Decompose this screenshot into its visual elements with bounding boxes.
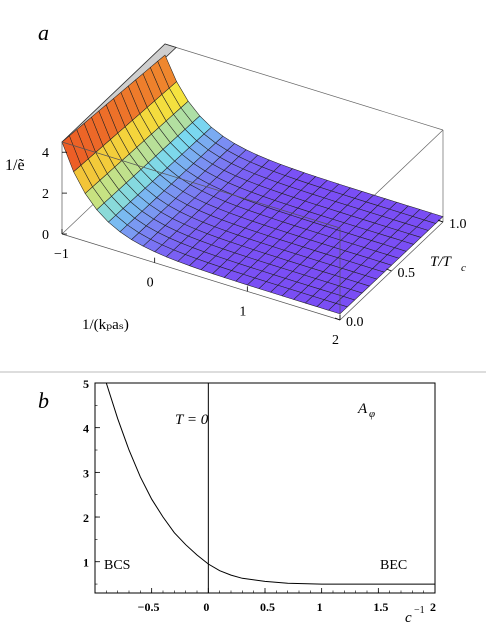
panel-a-z-tick-label: 2 (42, 187, 49, 202)
panel-a-y-tick (334, 317, 341, 321)
panel-b-annotation-t: T = 0 (175, 412, 209, 428)
panel-b-x-tick-label: 2 (430, 600, 436, 614)
panel-b-y-tick-label: 4 (83, 422, 89, 436)
panel-b-x-tick-label: 0.5 (260, 600, 275, 614)
panel-a-box-edge (61, 141, 341, 229)
panel-a-x-tick-label: 2 (332, 333, 339, 348)
panel-a-surface (61, 54, 444, 315)
svg-text:φ: φ (369, 408, 375, 420)
panel-a-z-tick-label: 4 (42, 146, 49, 161)
panel-a-y-tick (437, 219, 444, 223)
panel-a-ticks: 0 2 4 −1 0 1 2 0.0 0.5 1.0 (42, 146, 467, 348)
panel-a-box-edge (164, 43, 444, 131)
panel-b-annotation-a: A φ (357, 401, 375, 420)
panel-b-x-tick-label: 1 (317, 600, 323, 614)
panel-a-y-tick-label: 0.5 (398, 266, 416, 281)
panel-b-series-line (105, 382, 435, 585)
panel-a-x-tick-label: −1 (54, 247, 69, 262)
svg-text:c: c (461, 262, 466, 274)
panel-b-x-tick-label: −0.5 (138, 600, 160, 614)
panel-b-label: b (38, 388, 49, 413)
panel-a-x-tick-label: 1 (239, 304, 246, 319)
panel-b-x-tick-label: 0 (203, 600, 209, 614)
panel-a-y-tick (386, 268, 392, 272)
panel-a-z-axis-label: 1/ẽ (5, 157, 25, 174)
panel-b-label-bec: BEC (380, 558, 407, 573)
svg-text:c: c (405, 610, 412, 626)
panel-b-line-plot: b −0.5 0 0.5 1 1.5 2 1 2 3 4 5 T = 0 A φ BCS BEC c… (38, 377, 436, 626)
panel-a-y-tick-label: 1.0 (449, 217, 467, 232)
panel-a-box-edge (61, 233, 341, 321)
svg-text:A: A (357, 401, 368, 417)
panel-b-y-tick-label: 3 (83, 466, 89, 480)
panel-a-label: a (38, 20, 49, 45)
panel-b-ticks: −0.5 0 0.5 1 1.5 2 1 2 3 4 5 (83, 377, 436, 614)
panel-a-x-tick-label: 0 (147, 276, 154, 291)
panel-a-y-tick-label: 0.0 (346, 315, 364, 330)
panel-a-x-axis-label: 1/(kₚaₛ) (82, 317, 129, 333)
panel-b-label-bcs: BCS (104, 558, 130, 573)
panel-a-surface-cell (61, 135, 82, 173)
svg-text:T/T: T/T (430, 254, 453, 270)
panel-b-y-tick-label: 1 (83, 556, 89, 570)
panel-b-y-tick-label: 5 (83, 377, 89, 391)
panel-b-y-tick-label: 2 (83, 511, 89, 525)
panel-b-x-tick-label: 1.5 (373, 600, 388, 614)
panel-b-x-axis-label: c −1 (405, 605, 425, 626)
svg-text:−1: −1 (414, 605, 425, 616)
panel-a-y-axis-label: T/T c (430, 254, 466, 274)
panel-a-z-tick-label: 0 (42, 228, 49, 243)
panel-a-surface-plot: 0 2 4 −1 0 1 2 0.0 0.5 1.0 a 1/ẽ 1/(kₚaₛ) T/T c (5, 20, 467, 348)
